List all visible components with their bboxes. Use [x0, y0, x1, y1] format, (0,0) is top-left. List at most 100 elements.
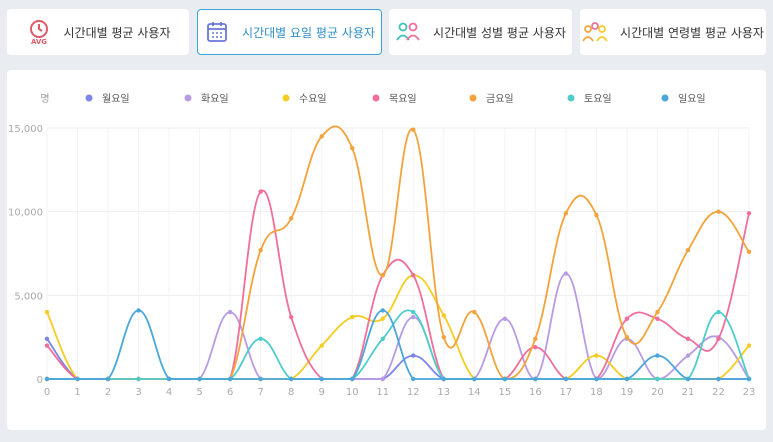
tab-age-average[interactable]: 시간대별 연령별 평균 사용자 — [580, 9, 766, 55]
data-point[interactable] — [319, 134, 324, 139]
legend-item[interactable]: 일요일 — [661, 93, 706, 105]
data-point[interactable] — [624, 316, 630, 321]
calendar-icon — [207, 22, 227, 42]
data-point[interactable] — [746, 211, 752, 216]
data-point[interactable] — [258, 336, 263, 342]
data-point[interactable] — [563, 271, 569, 276]
data-point[interactable] — [44, 343, 50, 348]
data-point[interactable] — [258, 247, 263, 253]
series-일요일 — [44, 308, 752, 382]
data-point[interactable] — [716, 309, 721, 315]
data-point[interactable] — [258, 376, 263, 382]
x-tick-label: 8 — [288, 387, 294, 398]
data-point[interactable] — [594, 353, 599, 358]
legend-item[interactable]: 수요일 — [282, 93, 327, 105]
data-point[interactable] — [746, 376, 752, 382]
data-point[interactable] — [411, 127, 416, 132]
data-point[interactable] — [105, 376, 111, 382]
data-point[interactable] — [472, 376, 477, 382]
data-point[interactable] — [685, 376, 691, 382]
legend-marker — [85, 94, 93, 102]
data-point[interactable] — [258, 189, 263, 194]
data-point[interactable] — [441, 313, 446, 318]
data-point[interactable] — [441, 334, 446, 340]
data-point[interactable] — [685, 353, 691, 358]
legend-item[interactable]: 금요일 — [469, 93, 514, 105]
data-point[interactable] — [75, 376, 80, 382]
data-point[interactable] — [350, 376, 355, 382]
data-point[interactable] — [411, 273, 416, 278]
data-point[interactable] — [380, 273, 385, 278]
data-point[interactable] — [533, 336, 538, 342]
data-point[interactable] — [288, 314, 294, 320]
chart-card: 월요일 화요일 수요일 목요일 금요일 토요일 일요일 0 5,000 10,000 15,000… — [7, 70, 766, 430]
data-point[interactable] — [411, 309, 416, 315]
legend-marker — [567, 94, 575, 102]
data-point[interactable] — [288, 376, 294, 382]
data-point[interactable] — [380, 376, 385, 382]
x-tick-label: 0 — [44, 387, 50, 398]
data-point[interactable] — [380, 336, 385, 342]
data-point[interactable] — [746, 249, 752, 255]
x-tick-label: 13 — [437, 387, 450, 398]
data-point[interactable] — [350, 314, 355, 320]
data-point[interactable] — [533, 345, 538, 350]
legend-marker — [661, 94, 669, 102]
data-point[interactable] — [716, 376, 721, 382]
data-point[interactable] — [563, 211, 569, 216]
data-point[interactable] — [655, 353, 660, 358]
data-point[interactable] — [502, 376, 508, 382]
data-point[interactable] — [411, 353, 416, 358]
data-point[interactable] — [685, 247, 691, 253]
x-tick-label: 21 — [682, 387, 695, 398]
data-point[interactable] — [319, 376, 324, 382]
data-point[interactable] — [166, 376, 172, 382]
data-point[interactable] — [746, 343, 752, 348]
data-point[interactable] — [502, 316, 508, 321]
tab-gender-average[interactable]: 시간대별 성별 평균 사용자 — [389, 9, 572, 55]
x-tick-label: 10 — [346, 387, 359, 398]
data-point[interactable] — [655, 316, 660, 321]
tab-weekday-average[interactable]: 시간대별 요일 평균 사용자 — [197, 9, 382, 55]
data-point[interactable] — [380, 308, 385, 313]
legend-item[interactable]: 토요일 — [567, 93, 612, 105]
data-point[interactable] — [350, 145, 355, 151]
data-point[interactable] — [624, 376, 630, 382]
data-point[interactable] — [655, 376, 660, 382]
data-point[interactable] — [136, 308, 141, 313]
data-point[interactable] — [380, 316, 385, 321]
data-point[interactable] — [44, 309, 50, 315]
legend-item[interactable]: 목요일 — [372, 93, 417, 105]
data-point[interactable] — [136, 376, 141, 382]
data-point[interactable] — [533, 376, 538, 382]
data-point[interactable] — [716, 209, 721, 214]
data-point[interactable] — [655, 309, 660, 315]
legend-item[interactable]: 월요일 — [85, 93, 130, 105]
data-point[interactable] — [594, 376, 599, 382]
data-point[interactable] — [227, 309, 233, 315]
tab-hourly-average[interactable]: AVG 시간대별 평균 사용자 — [7, 9, 189, 55]
x-tick-label: 3 — [135, 387, 141, 398]
age-users-icon — [582, 22, 608, 42]
data-point[interactable] — [44, 336, 50, 342]
data-point[interactable] — [594, 212, 599, 218]
legend-label: 목요일 — [389, 93, 417, 105]
data-point[interactable] — [716, 336, 721, 342]
data-point[interactable] — [288, 216, 294, 221]
data-point[interactable] — [411, 376, 416, 382]
x-tick-label: 11 — [376, 387, 389, 398]
data-point[interactable] — [44, 376, 50, 382]
data-point[interactable] — [563, 376, 569, 382]
legend-label: 월요일 — [102, 93, 130, 105]
legend-item[interactable]: 화요일 — [184, 93, 229, 105]
legend-label: 일요일 — [678, 93, 706, 105]
data-point[interactable] — [197, 376, 202, 382]
data-point[interactable] — [624, 334, 630, 340]
data-point[interactable] — [472, 309, 477, 315]
data-point[interactable] — [441, 376, 446, 382]
data-point[interactable] — [227, 376, 233, 382]
data-point[interactable] — [319, 343, 324, 348]
data-point[interactable] — [411, 314, 416, 320]
tab-label: 시간대별 요일 평균 사용자 — [242, 25, 375, 40]
data-point[interactable] — [685, 336, 691, 342]
